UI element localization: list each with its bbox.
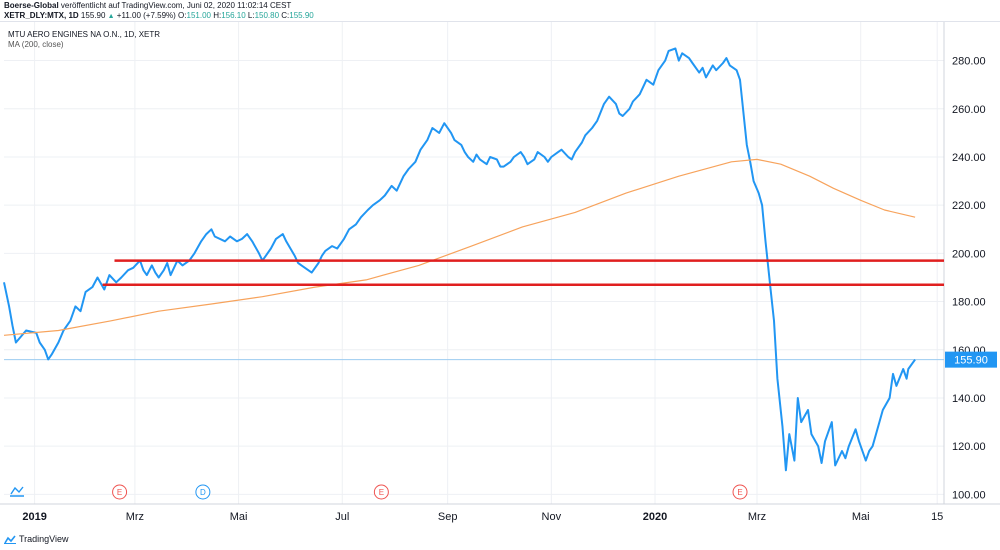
x-tick-label: Jul: [335, 511, 349, 523]
symbol-label: XETR_DLY:MTX, 1D: [4, 11, 79, 20]
earnings-marker[interactable]: [732, 484, 748, 500]
x-tick-label: Mai: [230, 511, 248, 523]
instrument-legend: MTU AERO ENGINES NA O.N., 1D, XETR: [8, 30, 161, 39]
x-tick-label: 15: [931, 511, 943, 523]
chart-header: Boerse-Global veröffentlicht auf Trading…: [0, 0, 1000, 22]
price-series-line[interactable]: [3, 47, 916, 472]
high-value: 156.10: [221, 11, 246, 20]
y-tick-label: 220.00: [952, 200, 986, 212]
tradingview-footer[interactable]: TradingView: [4, 534, 69, 544]
event-marker-label: D: [200, 488, 206, 497]
event-marker-label: E: [379, 488, 384, 497]
dividend-marker[interactable]: [195, 484, 211, 500]
low-value: 150.80: [254, 11, 280, 20]
x-tick-label: 2019: [22, 511, 46, 523]
last-price-badge-label: 155.90: [954, 355, 988, 367]
close-value: 155.90: [289, 11, 314, 20]
y-tick-label: 140.00: [952, 393, 986, 405]
y-tick-label: 200.00: [952, 248, 986, 260]
ohlc-line: XETR_DLY:MTX, 1D 155.90 ▲ +11.00 (+7.59%…: [4, 11, 314, 22]
published-text: veröffentlicht auf TradingView.com, Juni…: [60, 1, 292, 10]
event-marker-label: E: [737, 488, 742, 497]
price-chart[interactable]: 100.00120.00140.00160.00180.00200.00220.…: [0, 22, 1000, 530]
chart-watermark-icon: [10, 486, 24, 497]
price-change: +11.00 (+7.59%): [116, 11, 176, 20]
x-tick-label: Nov: [542, 511, 562, 523]
earnings-marker[interactable]: [112, 484, 128, 500]
ma-series-line[interactable]: [3, 158, 916, 336]
up-arrow-icon: ▲: [107, 13, 115, 20]
tradingview-logo-icon: [4, 535, 16, 544]
footer-brand: TradingView: [19, 534, 69, 544]
y-tick-label: 100.00: [952, 489, 986, 501]
event-marker-label: E: [117, 488, 122, 497]
publisher-line: Boerse-Global veröffentlicht auf Trading…: [4, 1, 291, 11]
open-value: 151.00: [186, 11, 211, 20]
earnings-marker[interactable]: [373, 484, 389, 500]
ma-legend[interactable]: MA (200, close): [8, 40, 64, 49]
low-label: L:: [247, 11, 255, 20]
y-tick-label: 120.00: [952, 441, 986, 453]
x-tick-label: Mai: [852, 511, 870, 523]
x-tick-label: Mrz: [748, 511, 766, 523]
y-tick-label: 260.00: [952, 104, 986, 116]
x-tick-label: Sep: [438, 511, 458, 523]
y-tick-label: 280.00: [952, 56, 986, 68]
y-tick-label: 180.00: [952, 297, 986, 309]
last-price-badge: [945, 351, 997, 368]
publisher-name[interactable]: Boerse-Global: [4, 1, 59, 10]
close-label: C:: [281, 11, 290, 20]
x-tick-label: 2020: [643, 511, 667, 523]
high-label: H:: [213, 11, 222, 20]
y-tick-label: 240.00: [952, 152, 986, 164]
last-price: 155.90: [80, 11, 106, 20]
x-tick-label: Mrz: [126, 511, 144, 523]
open-label: O:: [178, 11, 187, 20]
